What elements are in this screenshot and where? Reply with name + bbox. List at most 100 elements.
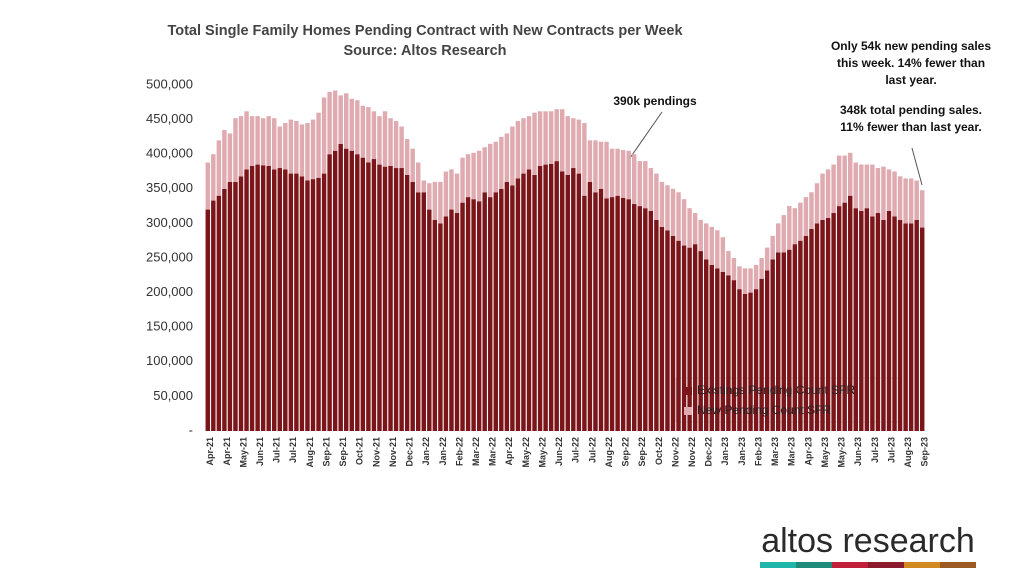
annotation: 11% fewer than last year.	[840, 120, 981, 134]
bar-segment	[410, 148, 415, 182]
bar-segment	[316, 177, 321, 431]
bar-segment	[432, 219, 438, 431]
bar-segment	[798, 202, 803, 241]
bar-segment	[637, 206, 642, 431]
bar-segment	[792, 208, 798, 245]
bar-segment	[914, 180, 919, 220]
bar-segment	[659, 226, 665, 431]
bar-segment	[449, 209, 454, 431]
bar-segment	[454, 173, 460, 214]
bar-segment	[920, 227, 925, 431]
bar-segment	[260, 165, 266, 431]
bar-segment	[737, 266, 742, 290]
bar-segment	[593, 192, 598, 431]
x-tick-label: Jan-22	[421, 437, 431, 466]
bar-segment	[648, 168, 654, 211]
y-tick-label: 150,000	[146, 319, 193, 334]
bar-segment	[681, 199, 687, 246]
bar-segment	[587, 181, 593, 431]
bar-segment	[781, 215, 786, 253]
bar-segment	[692, 244, 698, 431]
bar-segment	[471, 199, 476, 431]
bar-segment	[831, 213, 836, 431]
x-tick-label: Dec-22	[704, 437, 714, 467]
bar-segment	[704, 223, 709, 260]
bar-segment	[698, 219, 703, 252]
bar-segment	[864, 164, 870, 209]
bar-segment	[277, 126, 282, 169]
bar-segment	[908, 223, 914, 431]
bar-segment	[211, 200, 216, 431]
x-tick-label: Apr-23	[803, 437, 813, 466]
bar-segment	[443, 216, 449, 431]
bar-segment	[272, 169, 277, 431]
bar-segment	[897, 219, 903, 431]
bar-segment	[249, 165, 255, 432]
bar-segment	[626, 199, 631, 431]
bar-segment	[615, 195, 620, 431]
bar-segment	[299, 124, 305, 177]
bar-segment	[720, 271, 726, 431]
x-tick-label: Jul-23	[870, 437, 880, 463]
logo-bar	[940, 562, 976, 568]
bar-segment	[443, 171, 449, 217]
bar-segment	[748, 292, 753, 431]
bar-segment	[742, 268, 748, 294]
y-tick-label: 250,000	[146, 249, 193, 264]
annotation-arrow	[911, 147, 923, 186]
bar-segment	[238, 176, 244, 431]
x-tick-label: Jan-23	[737, 437, 747, 466]
bar-segment	[238, 116, 244, 177]
bar-segment	[332, 150, 338, 432]
bar-segment	[576, 173, 582, 432]
bar-segment	[764, 270, 770, 431]
bar-segment	[355, 100, 360, 155]
bar-segment	[731, 280, 737, 431]
bar-segment	[665, 230, 670, 431]
bar-segment	[681, 245, 687, 431]
bar-segment	[798, 240, 803, 431]
x-tick-label: May-23	[837, 437, 847, 468]
legend-label: Existings Pending Count SFR	[697, 383, 855, 397]
bar-segment	[366, 107, 371, 163]
x-tick-label: Jul-21	[288, 437, 298, 463]
bar-segment	[659, 181, 665, 227]
bar-segment	[321, 97, 327, 174]
bar-segment	[305, 123, 310, 181]
bar-segment	[920, 190, 925, 228]
bar-segment	[404, 138, 410, 175]
bar-segment	[704, 259, 709, 431]
bar-segment	[310, 179, 316, 431]
chart-subtitle: Source: Altos Research	[343, 43, 506, 59]
y-tick-label: 100,000	[146, 353, 193, 368]
bar-segment	[510, 185, 515, 431]
bar-segment	[216, 140, 222, 196]
bar-segment	[471, 152, 476, 200]
bar-segment	[349, 98, 354, 151]
x-tick-label: Jun-23	[853, 437, 863, 466]
bar-segment	[665, 185, 670, 231]
bar-segment	[560, 171, 565, 431]
bar-segment	[460, 157, 465, 203]
bar-segment	[421, 180, 426, 193]
annotation: Only 54k new pending sales	[831, 39, 991, 53]
bar-segment	[277, 168, 282, 432]
legend-swatch	[684, 387, 692, 395]
bar-segment	[272, 118, 277, 170]
bar-segment	[205, 209, 210, 431]
bar-segment	[781, 252, 786, 431]
bar-segment	[643, 208, 648, 431]
bar-segment	[615, 148, 620, 196]
bar-segment	[609, 148, 615, 198]
bar-segment	[875, 213, 881, 431]
bar-segment	[709, 264, 714, 431]
bar-segment	[903, 223, 908, 431]
bar-segment	[371, 111, 377, 160]
bar-segment	[742, 293, 748, 431]
bar-segment	[482, 192, 487, 431]
bar-segment	[604, 198, 609, 431]
x-tick-label: Nov-21	[371, 437, 381, 467]
bar-segment	[410, 181, 415, 431]
bar-segment	[609, 197, 615, 431]
bar-segment	[266, 165, 271, 432]
